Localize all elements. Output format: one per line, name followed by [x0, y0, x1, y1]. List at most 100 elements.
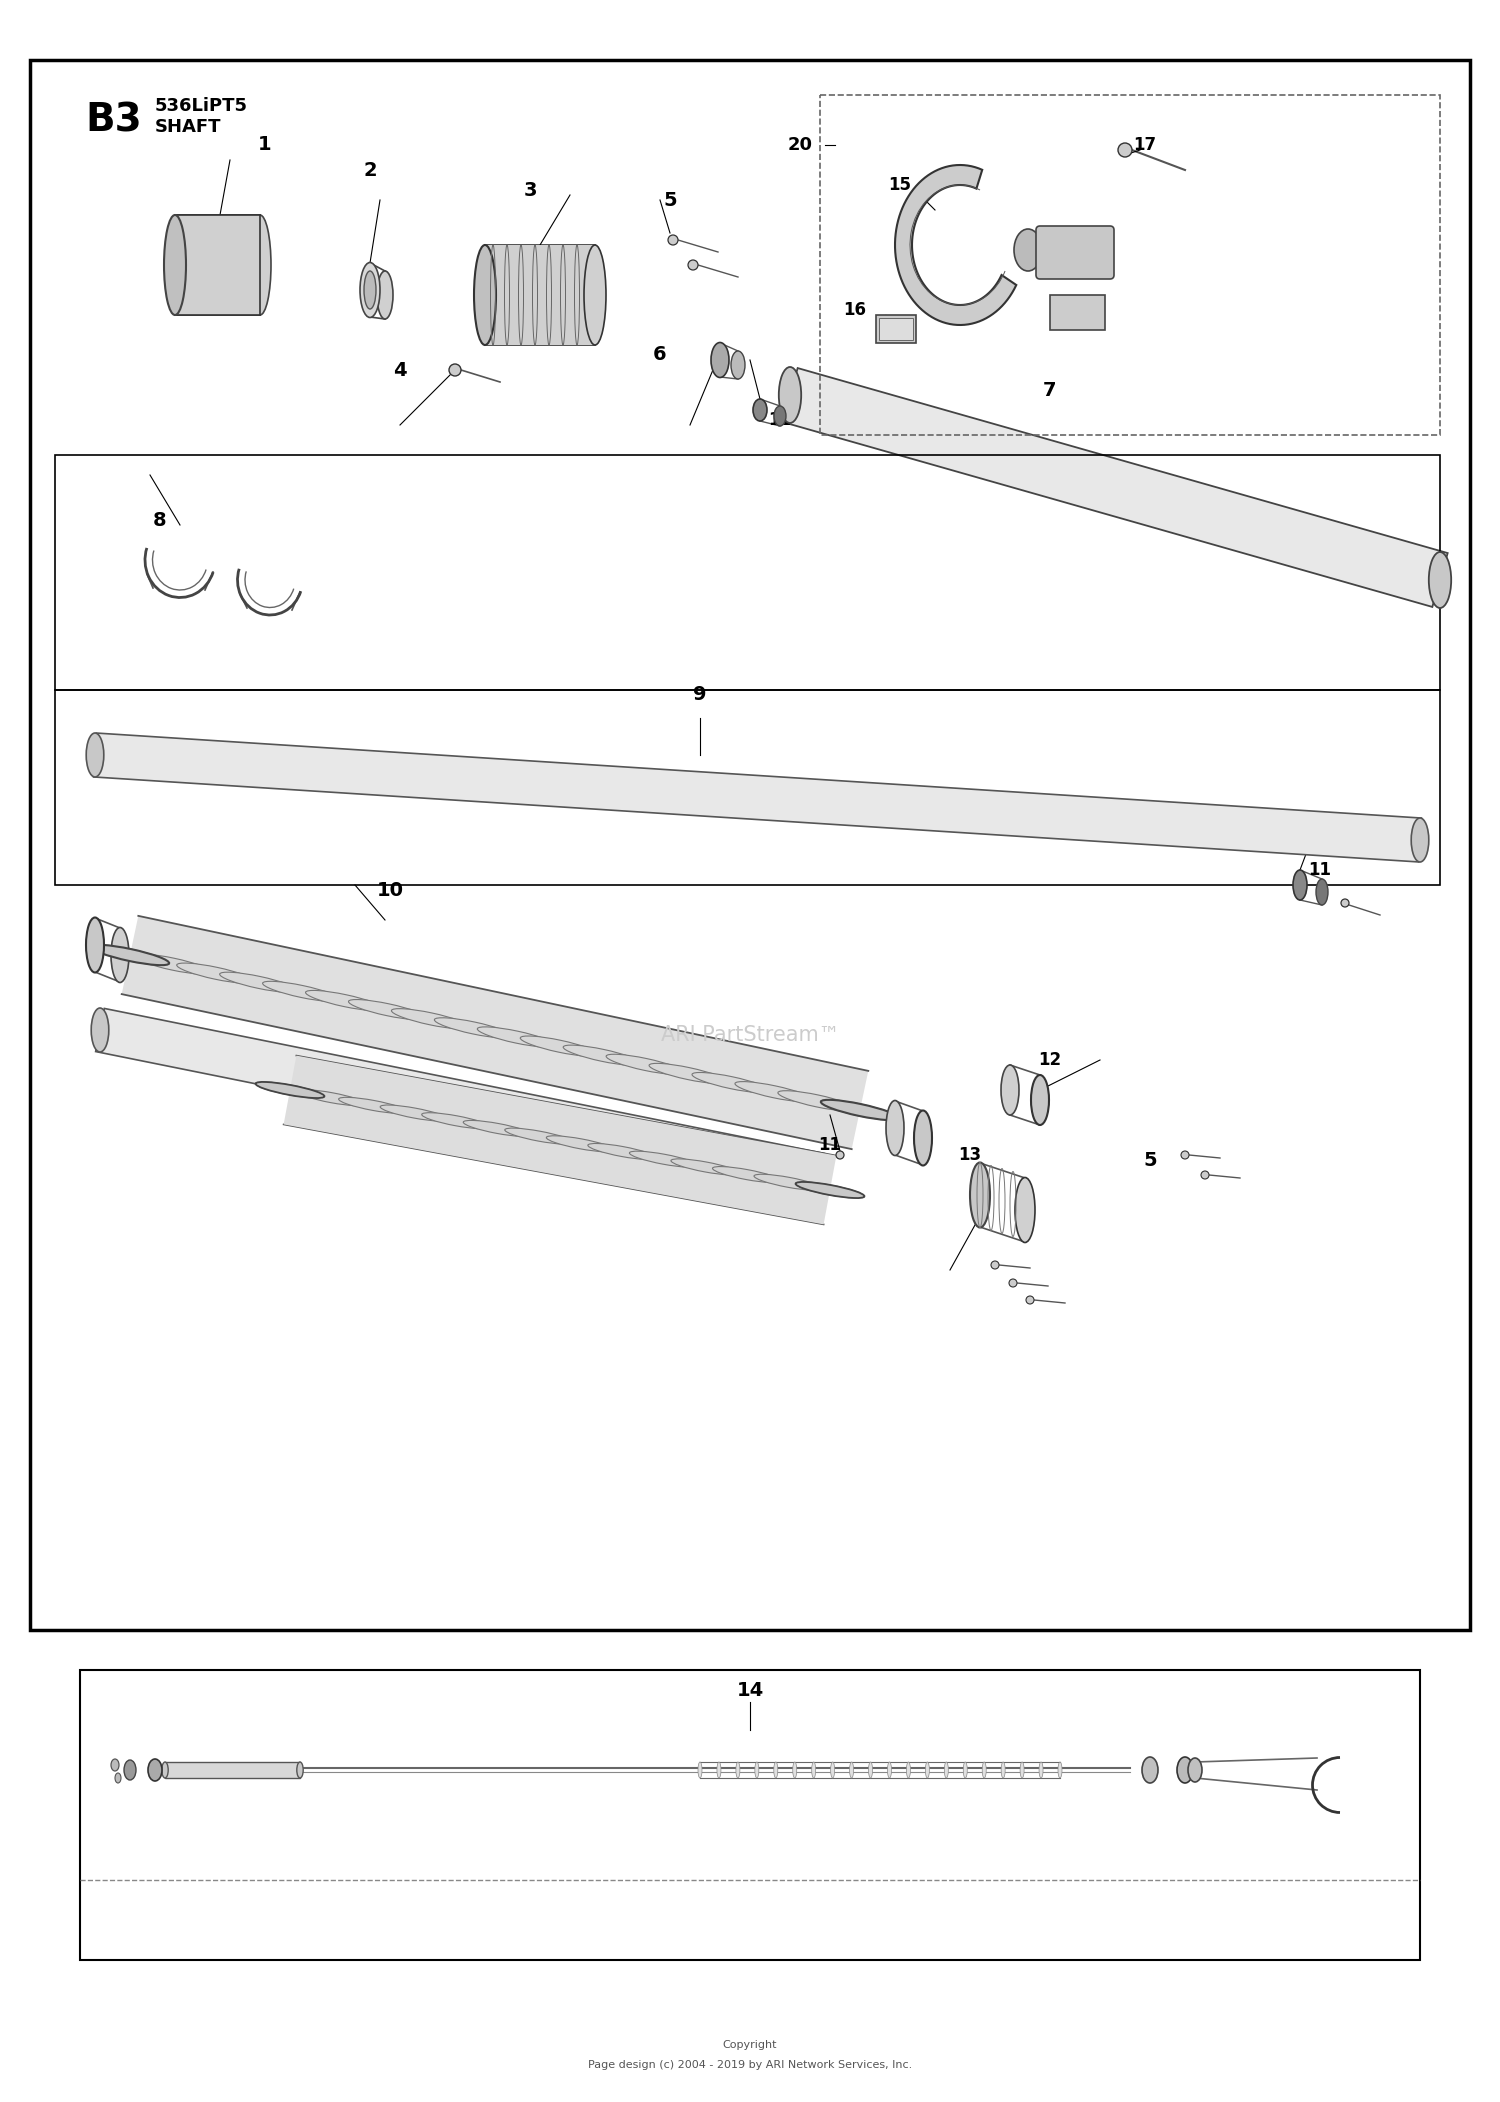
Ellipse shape — [435, 1017, 513, 1038]
Ellipse shape — [821, 1099, 898, 1120]
Bar — [56, 689, 1440, 885]
Ellipse shape — [754, 1761, 759, 1778]
Ellipse shape — [774, 406, 786, 427]
Text: 17: 17 — [1134, 137, 1156, 153]
Ellipse shape — [1118, 143, 1132, 158]
Ellipse shape — [1026, 1297, 1033, 1303]
Ellipse shape — [778, 368, 801, 423]
Ellipse shape — [376, 271, 393, 320]
Ellipse shape — [134, 954, 212, 975]
Ellipse shape — [670, 1158, 740, 1175]
Text: 12: 12 — [1038, 1051, 1062, 1070]
Ellipse shape — [380, 1106, 448, 1120]
Text: ARI PartStream™: ARI PartStream™ — [660, 1026, 840, 1045]
Bar — [80, 1669, 1420, 1959]
Ellipse shape — [821, 1099, 898, 1120]
Ellipse shape — [249, 214, 272, 315]
Ellipse shape — [297, 1761, 303, 1778]
Ellipse shape — [698, 1761, 702, 1778]
Polygon shape — [783, 368, 1448, 607]
Ellipse shape — [1014, 229, 1042, 271]
Text: 13: 13 — [958, 1146, 981, 1165]
Ellipse shape — [111, 927, 129, 982]
Text: 11: 11 — [1308, 862, 1332, 879]
Ellipse shape — [1412, 818, 1430, 862]
Ellipse shape — [164, 214, 186, 315]
Ellipse shape — [1020, 1761, 1025, 1778]
Text: 9: 9 — [693, 685, 706, 704]
Ellipse shape — [1142, 1757, 1158, 1782]
Ellipse shape — [888, 1761, 891, 1778]
Ellipse shape — [148, 1759, 162, 1780]
Ellipse shape — [886, 1101, 904, 1156]
Ellipse shape — [831, 1761, 834, 1778]
Ellipse shape — [477, 1028, 555, 1047]
Ellipse shape — [849, 1761, 853, 1778]
Ellipse shape — [348, 1001, 427, 1019]
Text: 1: 1 — [258, 135, 272, 156]
Text: 4: 4 — [393, 362, 406, 380]
Ellipse shape — [219, 973, 298, 992]
Text: 18: 18 — [1038, 235, 1062, 254]
Ellipse shape — [753, 399, 766, 420]
Ellipse shape — [692, 1072, 771, 1093]
Ellipse shape — [177, 963, 255, 984]
FancyBboxPatch shape — [1036, 227, 1114, 280]
Ellipse shape — [906, 1761, 910, 1778]
Ellipse shape — [717, 1761, 722, 1778]
Text: 11: 11 — [768, 412, 792, 429]
Ellipse shape — [606, 1055, 684, 1074]
Text: B3: B3 — [86, 103, 141, 141]
Ellipse shape — [92, 1009, 110, 1051]
Ellipse shape — [546, 1135, 615, 1152]
Ellipse shape — [1040, 1761, 1042, 1778]
Text: 14: 14 — [736, 1679, 764, 1701]
Text: 20: 20 — [788, 137, 813, 153]
Text: 11: 11 — [819, 1135, 842, 1154]
Bar — [876, 315, 916, 343]
Bar — [879, 317, 914, 341]
Ellipse shape — [1030, 1074, 1048, 1125]
Ellipse shape — [92, 944, 170, 965]
Ellipse shape — [92, 944, 170, 965]
Ellipse shape — [116, 1772, 122, 1782]
Ellipse shape — [795, 1181, 864, 1198]
Ellipse shape — [795, 1181, 864, 1198]
Ellipse shape — [422, 1112, 490, 1129]
Text: 19: 19 — [1074, 307, 1096, 324]
Ellipse shape — [992, 1261, 999, 1270]
Polygon shape — [165, 1761, 300, 1778]
Ellipse shape — [736, 1761, 740, 1778]
Polygon shape — [896, 164, 1017, 326]
Ellipse shape — [360, 263, 380, 317]
Ellipse shape — [1058, 1761, 1062, 1778]
Ellipse shape — [297, 1089, 366, 1106]
Text: 10: 10 — [376, 881, 404, 900]
Ellipse shape — [339, 1097, 408, 1114]
Polygon shape — [284, 1055, 837, 1223]
Ellipse shape — [1000, 1761, 1005, 1778]
Bar — [484, 246, 596, 345]
Text: SHAFT: SHAFT — [154, 118, 222, 137]
Ellipse shape — [970, 1162, 990, 1228]
Ellipse shape — [926, 1761, 930, 1778]
Ellipse shape — [1202, 1171, 1209, 1179]
Text: Page design (c) 2004 - 2019 by ARI Network Services, Inc.: Page design (c) 2004 - 2019 by ARI Netwo… — [588, 2060, 912, 2070]
Text: 536LiPT5: 536LiPT5 — [154, 97, 248, 116]
Polygon shape — [96, 1009, 825, 1196]
Text: 7: 7 — [1044, 380, 1056, 399]
Ellipse shape — [735, 1083, 813, 1101]
Polygon shape — [93, 734, 1422, 862]
Bar — [1050, 294, 1106, 330]
Ellipse shape — [1341, 900, 1348, 906]
Ellipse shape — [520, 1036, 599, 1057]
Ellipse shape — [392, 1009, 470, 1030]
Ellipse shape — [945, 1761, 948, 1778]
Bar — [176, 214, 260, 315]
Ellipse shape — [712, 1167, 782, 1183]
Ellipse shape — [836, 1152, 844, 1158]
Ellipse shape — [364, 271, 376, 309]
Text: 6: 6 — [652, 345, 668, 364]
Ellipse shape — [982, 1761, 986, 1778]
Text: 5: 5 — [1143, 1150, 1156, 1169]
